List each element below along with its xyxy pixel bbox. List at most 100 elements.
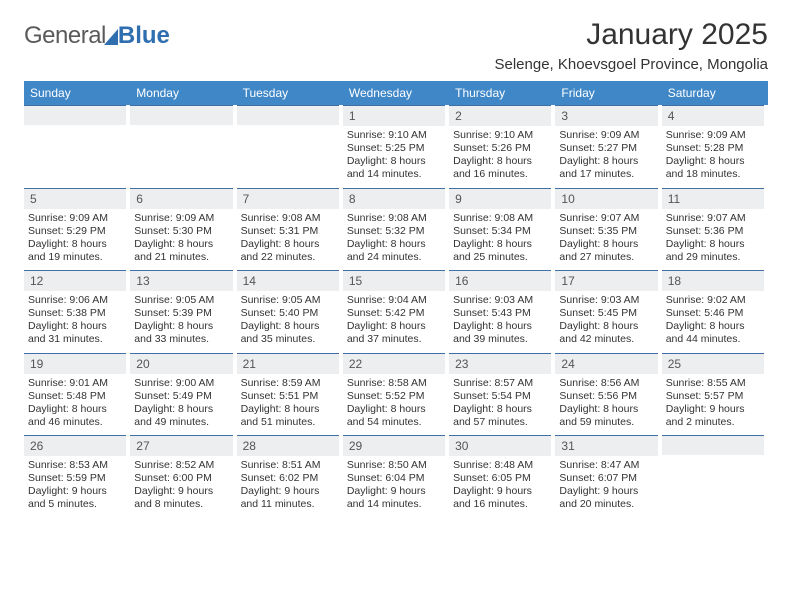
brand-text-blue: Blue: [118, 22, 170, 50]
weekday-header: Thursday: [449, 81, 555, 105]
day-number: 7: [237, 188, 339, 209]
sunset-line: Sunset: 5:25 PM: [347, 142, 441, 155]
week-row: 1Sunrise: 9:10 AMSunset: 5:25 PMDaylight…: [24, 105, 768, 188]
day-info: Sunrise: 9:09 AMSunset: 5:29 PMDaylight:…: [24, 209, 126, 271]
sunrise-line: Sunrise: 8:57 AM: [453, 377, 547, 390]
daylight-line: Daylight: 9 hours and 16 minutes.: [453, 485, 547, 511]
day-cell: 22Sunrise: 8:58 AMSunset: 5:52 PMDayligh…: [343, 353, 449, 436]
daylight-line: Daylight: 8 hours and 54 minutes.: [347, 403, 441, 429]
day-number: 19: [24, 353, 126, 374]
day-number: 21: [237, 353, 339, 374]
sunrise-line: Sunrise: 8:58 AM: [347, 377, 441, 390]
title-block: January 2025 Selenge, Khoevsgoel Provinc…: [494, 18, 768, 73]
sunset-line: Sunset: 6:07 PM: [559, 472, 653, 485]
day-cell: [662, 435, 768, 518]
daylight-line: Daylight: 8 hours and 19 minutes.: [28, 238, 122, 264]
sunrise-line: Sunrise: 9:07 AM: [559, 212, 653, 225]
day-cell: 29Sunrise: 8:50 AMSunset: 6:04 PMDayligh…: [343, 435, 449, 518]
day-info: Sunrise: 9:10 AMSunset: 5:25 PMDaylight:…: [343, 126, 445, 188]
sunrise-line: Sunrise: 9:09 AM: [28, 212, 122, 225]
sunrise-line: Sunrise: 9:03 AM: [453, 294, 547, 307]
day-cell: 9Sunrise: 9:08 AMSunset: 5:34 PMDaylight…: [449, 188, 555, 271]
day-cell: 21Sunrise: 8:59 AMSunset: 5:51 PMDayligh…: [237, 353, 343, 436]
day-cell: 18Sunrise: 9:02 AMSunset: 5:46 PMDayligh…: [662, 270, 768, 353]
day-cell: 16Sunrise: 9:03 AMSunset: 5:43 PMDayligh…: [449, 270, 555, 353]
daylight-line: Daylight: 8 hours and 31 minutes.: [28, 320, 122, 346]
day-number: 8: [343, 188, 445, 209]
daylight-line: Daylight: 8 hours and 17 minutes.: [559, 155, 653, 181]
sunrise-line: Sunrise: 9:10 AM: [347, 129, 441, 142]
weekday-header: Monday: [130, 81, 236, 105]
sunrise-line: Sunrise: 9:10 AM: [453, 129, 547, 142]
sunset-line: Sunset: 5:26 PM: [453, 142, 547, 155]
weeks-container: 1Sunrise: 9:10 AMSunset: 5:25 PMDaylight…: [24, 105, 768, 518]
day-cell: 3Sunrise: 9:09 AMSunset: 5:27 PMDaylight…: [555, 105, 661, 188]
sunset-line: Sunset: 5:40 PM: [241, 307, 335, 320]
day-number: 9: [449, 188, 551, 209]
day-cell: 31Sunrise: 8:47 AMSunset: 6:07 PMDayligh…: [555, 435, 661, 518]
day-info: Sunrise: 8:48 AMSunset: 6:05 PMDaylight:…: [449, 456, 551, 518]
day-cell: 1Sunrise: 9:10 AMSunset: 5:25 PMDaylight…: [343, 105, 449, 188]
brand-text-general: General: [24, 22, 106, 50]
sunrise-line: Sunrise: 8:50 AM: [347, 459, 441, 472]
day-info: Sunrise: 9:08 AMSunset: 5:31 PMDaylight:…: [237, 209, 339, 271]
week-row: 12Sunrise: 9:06 AMSunset: 5:38 PMDayligh…: [24, 270, 768, 353]
day-info: Sunrise: 8:53 AMSunset: 5:59 PMDaylight:…: [24, 456, 126, 518]
sunrise-line: Sunrise: 8:56 AM: [559, 377, 653, 390]
sunrise-line: Sunrise: 8:47 AM: [559, 459, 653, 472]
sunset-line: Sunset: 5:27 PM: [559, 142, 653, 155]
day-info-empty: [24, 125, 126, 181]
sunset-line: Sunset: 5:57 PM: [666, 390, 760, 403]
day-info: Sunrise: 8:55 AMSunset: 5:57 PMDaylight:…: [662, 374, 764, 436]
day-number: 28: [237, 435, 339, 456]
day-number: 11: [662, 188, 764, 209]
sunrise-line: Sunrise: 9:09 AM: [559, 129, 653, 142]
daylight-line: Daylight: 8 hours and 16 minutes.: [453, 155, 547, 181]
day-info: Sunrise: 9:10 AMSunset: 5:26 PMDaylight:…: [449, 126, 551, 188]
sunset-line: Sunset: 5:49 PM: [134, 390, 228, 403]
day-info: Sunrise: 9:07 AMSunset: 5:36 PMDaylight:…: [662, 209, 764, 271]
calendar-page: General Blue January 2025 Selenge, Khoev…: [0, 0, 792, 518]
day-info: Sunrise: 9:06 AMSunset: 5:38 PMDaylight:…: [24, 291, 126, 353]
day-info: Sunrise: 8:47 AMSunset: 6:07 PMDaylight:…: [555, 456, 657, 518]
day-number: 12: [24, 270, 126, 291]
sunset-line: Sunset: 5:48 PM: [28, 390, 122, 403]
sunrise-line: Sunrise: 9:05 AM: [134, 294, 228, 307]
day-number-empty: [237, 105, 339, 125]
day-info: Sunrise: 9:02 AMSunset: 5:46 PMDaylight:…: [662, 291, 764, 353]
day-number: 20: [130, 353, 232, 374]
day-cell: 5Sunrise: 9:09 AMSunset: 5:29 PMDaylight…: [24, 188, 130, 271]
day-cell: 12Sunrise: 9:06 AMSunset: 5:38 PMDayligh…: [24, 270, 130, 353]
day-number: 6: [130, 188, 232, 209]
daylight-line: Daylight: 8 hours and 42 minutes.: [559, 320, 653, 346]
sunset-line: Sunset: 5:54 PM: [453, 390, 547, 403]
sunset-line: Sunset: 5:56 PM: [559, 390, 653, 403]
day-number: 10: [555, 188, 657, 209]
day-number-empty: [24, 105, 126, 125]
day-cell: 25Sunrise: 8:55 AMSunset: 5:57 PMDayligh…: [662, 353, 768, 436]
day-info-empty: [662, 455, 764, 511]
day-cell: [24, 105, 130, 188]
daylight-line: Daylight: 8 hours and 33 minutes.: [134, 320, 228, 346]
daylight-line: Daylight: 8 hours and 18 minutes.: [666, 155, 760, 181]
day-number: 27: [130, 435, 232, 456]
day-info: Sunrise: 9:03 AMSunset: 5:43 PMDaylight:…: [449, 291, 551, 353]
day-cell: 24Sunrise: 8:56 AMSunset: 5:56 PMDayligh…: [555, 353, 661, 436]
day-info-empty: [237, 125, 339, 181]
day-number: 14: [237, 270, 339, 291]
sunrise-line: Sunrise: 9:05 AM: [241, 294, 335, 307]
daylight-line: Daylight: 8 hours and 21 minutes.: [134, 238, 228, 264]
sunrise-line: Sunrise: 9:02 AM: [666, 294, 760, 307]
sunset-line: Sunset: 5:46 PM: [666, 307, 760, 320]
sunrise-line: Sunrise: 9:08 AM: [347, 212, 441, 225]
sunset-line: Sunset: 5:38 PM: [28, 307, 122, 320]
day-cell: 2Sunrise: 9:10 AMSunset: 5:26 PMDaylight…: [449, 105, 555, 188]
weekday-header: Saturday: [662, 81, 768, 105]
sunset-line: Sunset: 5:35 PM: [559, 225, 653, 238]
sunrise-line: Sunrise: 9:08 AM: [453, 212, 547, 225]
sunset-line: Sunset: 5:29 PM: [28, 225, 122, 238]
sunset-line: Sunset: 6:02 PM: [241, 472, 335, 485]
sunset-line: Sunset: 5:36 PM: [666, 225, 760, 238]
daylight-line: Daylight: 9 hours and 2 minutes.: [666, 403, 760, 429]
weekday-header: Friday: [555, 81, 661, 105]
